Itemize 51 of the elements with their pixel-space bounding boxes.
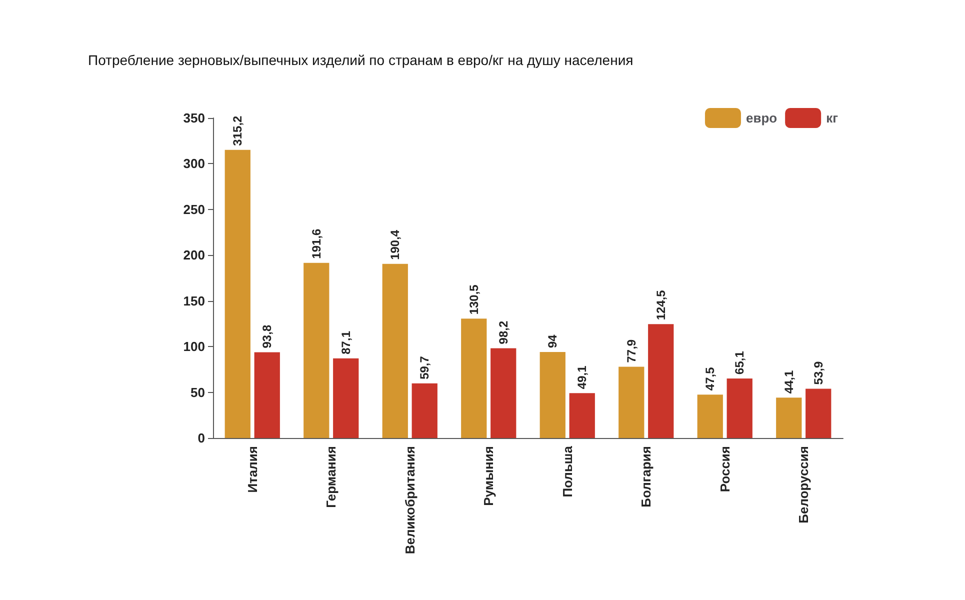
- bar: [412, 383, 438, 438]
- bar: [490, 348, 516, 438]
- data-label: 124,5: [654, 290, 668, 320]
- y-tick-label: 250: [183, 202, 205, 217]
- data-label: 77,9: [624, 339, 638, 363]
- bar: [304, 262, 330, 438]
- data-label: 191,6: [309, 228, 324, 259]
- bar: [569, 393, 595, 438]
- bar: [382, 264, 408, 438]
- bar: [697, 394, 723, 438]
- x-tick-label: Великобритания: [402, 446, 418, 554]
- legend-label: евро: [746, 110, 778, 126]
- bar: [461, 318, 487, 438]
- data-label: 87,1: [338, 330, 353, 354]
- data-label: 65,1: [732, 350, 747, 374]
- bar: [540, 352, 566, 438]
- data-label: 315,2: [230, 115, 245, 146]
- bar: [333, 358, 359, 438]
- data-label: 44,1: [782, 370, 796, 394]
- data-label: 93,8: [260, 324, 274, 348]
- x-tick-label: Россия: [717, 446, 732, 492]
- y-tick-label: 200: [183, 248, 205, 263]
- chart-title: Потребление зерновых/выпечных изделий по странам в евро/кг на душу населения: [88, 52, 634, 68]
- legend-label: кг: [826, 110, 839, 126]
- x-tick-label: Болгария: [638, 446, 654, 508]
- data-label: 49,1: [575, 365, 590, 390]
- x-tick-label: Италия: [244, 446, 260, 493]
- x-tick-label: Румыния: [481, 446, 496, 506]
- data-label: 190,4: [388, 230, 402, 260]
- bar: [254, 352, 280, 438]
- data-label: 59,7: [418, 356, 432, 380]
- y-tick-label: 0: [198, 430, 205, 446]
- x-tick-label: Германия: [324, 446, 339, 508]
- bar: [726, 378, 752, 438]
- bar: [224, 150, 250, 438]
- bar: [648, 324, 674, 438]
- bar: [776, 398, 802, 438]
- bar: [806, 388, 832, 438]
- x-tick-label: Польша: [560, 445, 575, 498]
- data-label: 130,5: [466, 284, 481, 315]
- bar: [618, 366, 644, 438]
- y-tick-label: 350: [183, 110, 205, 126]
- data-label: 94: [546, 334, 560, 348]
- data-label: 47,5: [703, 366, 718, 391]
- y-tick-label: 100: [183, 339, 205, 354]
- y-tick-label: 300: [183, 156, 205, 172]
- y-tick-label: 50: [190, 384, 205, 400]
- data-label: 53,9: [811, 361, 826, 385]
- y-tick-label: 150: [183, 293, 205, 308]
- data-label: 98,2: [496, 320, 510, 344]
- x-tick-label: Белоруссия: [796, 446, 812, 524]
